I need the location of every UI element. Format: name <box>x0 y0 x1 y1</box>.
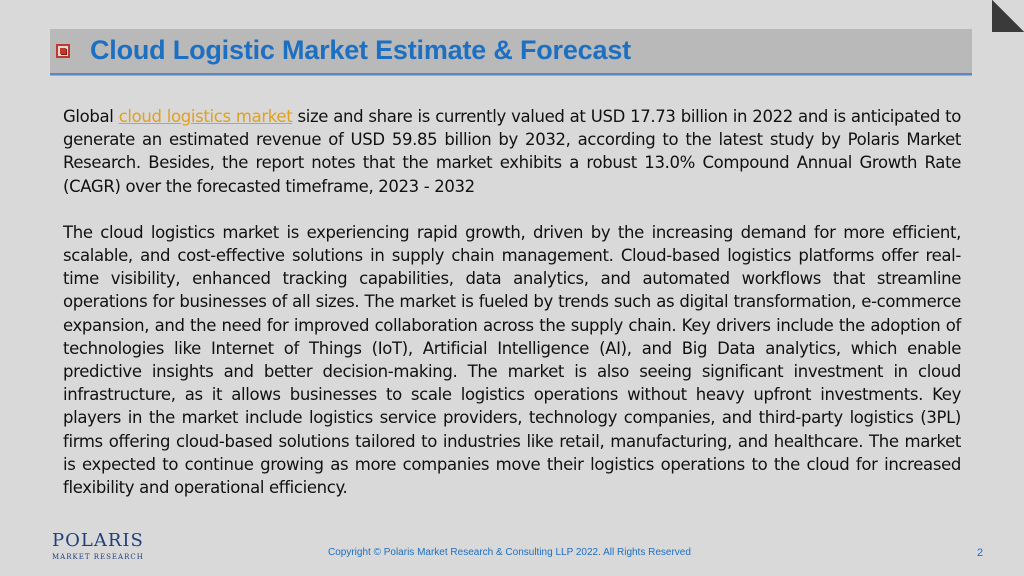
copyright-footer: Copyright © Polaris Market Research & Co… <box>328 547 691 558</box>
page-corner-fold <box>992 0 1024 32</box>
logo-subtitle: MARKET RESEARCH <box>52 553 144 561</box>
slide-title: Cloud Logistic Market Estimate & Forecas… <box>90 35 631 65</box>
logo-name: POLARIS <box>52 530 144 551</box>
intro-prefix: Global <box>63 107 119 126</box>
polaris-logo: POLARIS MARKET RESEARCH <box>52 530 144 562</box>
paragraph-details: The cloud logistics market is experienci… <box>63 222 961 498</box>
cloud-logistics-market-link[interactable]: cloud logistics market <box>118 107 293 126</box>
title-bar: Cloud Logistic Market Estimate & Forecas… <box>50 29 972 75</box>
paragraph-intro: Global cloud logistics market size and s… <box>63 105 961 198</box>
page-number: 2 <box>977 547 984 559</box>
intro-text: size and share is currently valued at US… <box>63 107 961 196</box>
body-text: Global cloud logistics market size and s… <box>63 105 961 499</box>
square-bullet-icon <box>56 44 70 58</box>
